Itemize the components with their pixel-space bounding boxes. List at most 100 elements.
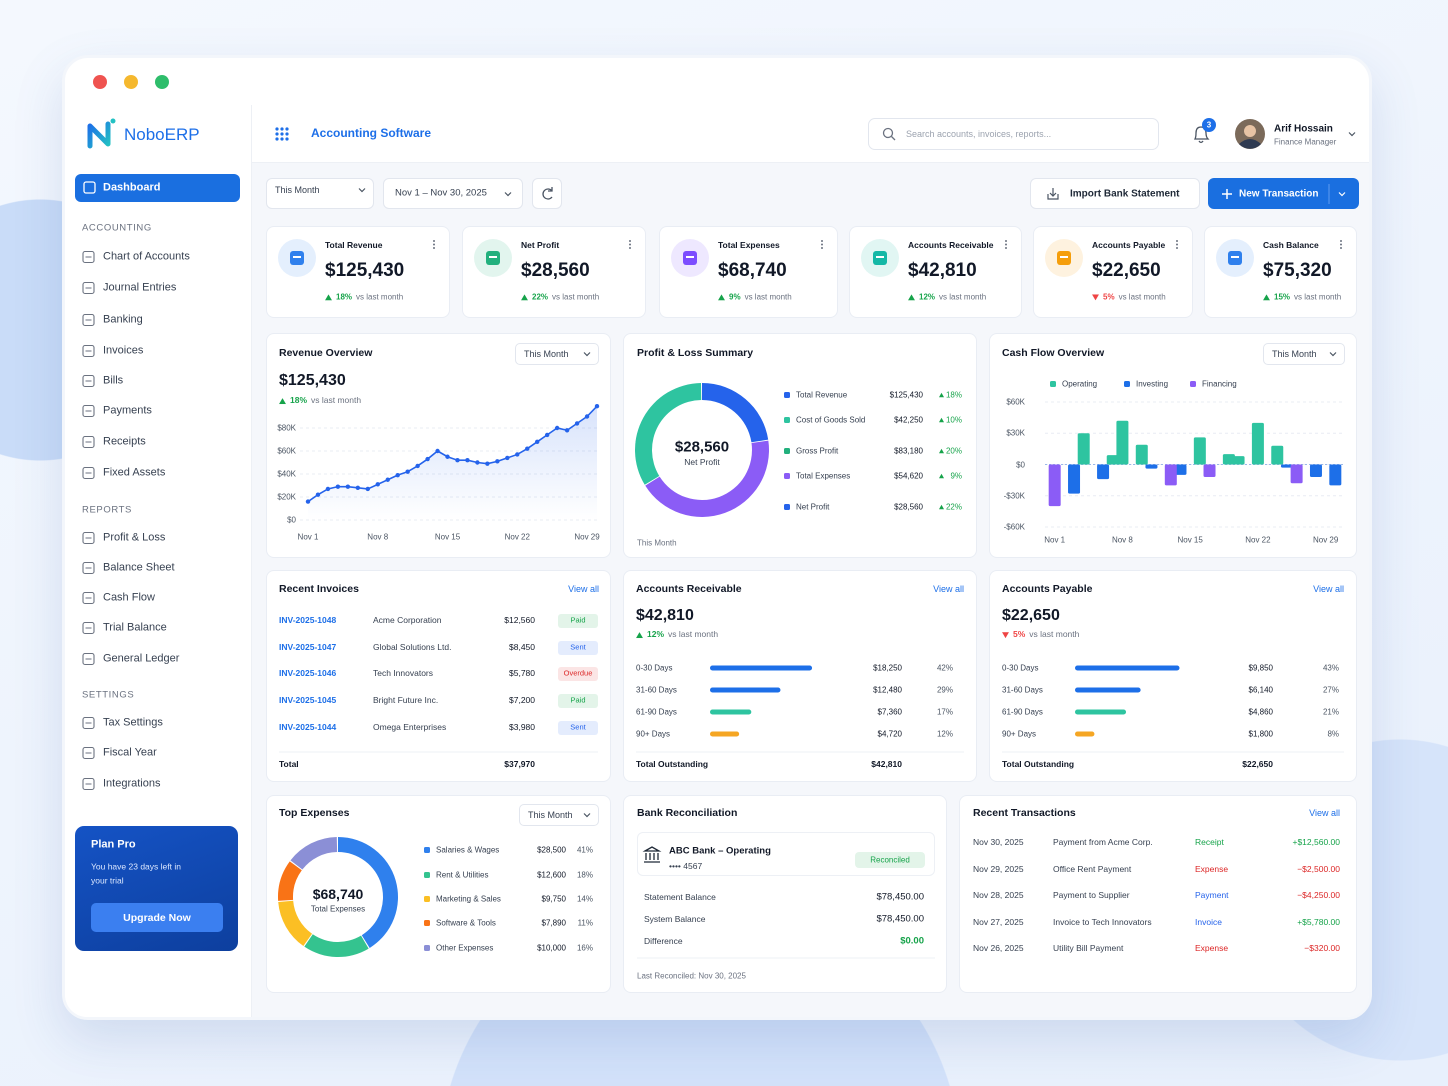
arrow (1263, 294, 1270, 300)
text[interactable]: INV-2025-1048 (279, 615, 337, 626)
text[interactable]: Dashboard (103, 181, 161, 194)
text[interactable]: Upgrade Now (123, 911, 191, 924)
text[interactable]: INV-2025-1044 (279, 722, 337, 733)
search[interactable] (868, 118, 1159, 150)
text[interactable]: INV-2025-1046 (279, 668, 337, 679)
link[interactable]: View all (1309, 807, 1340, 818)
text: 31-60 Days (1002, 685, 1043, 695)
nav-item[interactable]: Balance Sheet (103, 561, 175, 574)
nav-item[interactable]: Cash Flow (103, 591, 155, 604)
nav-item[interactable]: Banking (103, 313, 143, 326)
status-pill (558, 667, 598, 681)
text[interactable]: This Month (528, 809, 573, 820)
select-h[interactable] (266, 178, 374, 209)
nav-item[interactable]: General Ledger (103, 652, 180, 665)
arrow (908, 294, 915, 300)
change: 20% (945, 446, 962, 456)
text: $68,740 (312, 885, 364, 902)
text: Search accounts, invoices, reports... (906, 128, 1052, 139)
upgrade-button[interactable] (91, 903, 223, 932)
nav-item[interactable]: Integrations (103, 777, 161, 790)
legend-label: Rent & Utilities (436, 870, 489, 880)
text: 29% (936, 685, 953, 695)
text[interactable]: Import Bank Statement (1070, 188, 1180, 200)
y-tick-label: $30K (1006, 428, 1025, 438)
text: Payment (1195, 890, 1229, 901)
trend-arrow (718, 294, 725, 300)
value-label: $9,750 (541, 894, 566, 904)
y-tick-label: $20K (277, 492, 296, 502)
text[interactable]: Nov 1 – Nov 30, 2025 (395, 187, 487, 199)
text: +$5,780.00 (1297, 917, 1340, 928)
text: $4,720 (877, 729, 902, 739)
text: ACCOUNTING (82, 222, 152, 234)
text: 12% (936, 729, 953, 739)
text: Nov 27, 2025 (973, 917, 1024, 928)
nav-item[interactable]: Fiscal Year (103, 746, 157, 759)
value-label: $125,430 (889, 390, 923, 400)
nav-item[interactable]: Trial Balance (103, 621, 167, 634)
topbar (252, 105, 1369, 163)
nav-item[interactable]: Profit & Loss (103, 531, 166, 544)
new-button[interactable] (1208, 178, 1359, 209)
link[interactable]: View all (933, 583, 964, 594)
panel-title: Recent Invoices (279, 582, 359, 595)
card (462, 226, 646, 318)
y-tick-label: $80K (277, 423, 296, 433)
text: Net Profit (521, 240, 560, 251)
text[interactable]: This Month (524, 348, 569, 359)
select[interactable] (1263, 343, 1345, 365)
text: $22,650 (1002, 606, 1060, 624)
select[interactable] (519, 804, 599, 826)
text[interactable]: This Month (275, 184, 320, 195)
select-h[interactable] (383, 178, 523, 209)
text: 31-60 Days (636, 685, 677, 695)
text: Expense (1195, 943, 1229, 954)
nav-item[interactable]: Fixed Assets (103, 466, 166, 479)
refresh[interactable] (532, 178, 562, 209)
text: 90+ Days (636, 729, 671, 739)
link[interactable]: View all (568, 583, 599, 594)
y-tick-label: -$60K (1003, 522, 1025, 532)
arrow (521, 294, 528, 300)
arrow (1092, 294, 1099, 300)
text: vs last month (939, 292, 987, 302)
text: vs last month (744, 292, 792, 302)
text: $0.00 (900, 935, 924, 947)
text: You have 23 days left in your trial (91, 861, 181, 885)
nav-item[interactable]: Invoices (103, 344, 144, 357)
nav-item[interactable]: Payments (103, 404, 152, 417)
text: $22,650 (1242, 759, 1273, 770)
panel-title: Recent Transactions (973, 806, 1076, 819)
text: Cash Balance (1263, 240, 1319, 251)
text: Last Reconciled: Nov 30, 2025 (637, 971, 746, 981)
text: vs last month (1118, 292, 1166, 302)
change: 18% vs last month (325, 292, 403, 301)
change: 22% (945, 502, 962, 512)
nav-item[interactable]: Bills (103, 374, 124, 387)
change: 18% (945, 390, 962, 400)
select[interactable] (515, 343, 599, 365)
nav-item[interactable]: Chart of Accounts (103, 250, 190, 263)
link[interactable]: View all (1313, 583, 1344, 594)
nav-item[interactable]: Journal Entries (103, 281, 177, 294)
text: 9% (729, 292, 741, 302)
text[interactable]: INV-2025-1047 (279, 642, 337, 653)
trend-arrow (636, 631, 643, 638)
text[interactable]: This Month (1272, 348, 1317, 359)
text: $6,140 (1248, 685, 1273, 695)
legend-label: Gross Profit (796, 446, 839, 456)
value-label: $7,890 (541, 918, 566, 928)
nav-item[interactable]: Receipts (103, 435, 146, 448)
value-label: $28,500 (537, 845, 566, 855)
nav-active[interactable] (75, 174, 240, 202)
text: $42,810 (908, 260, 977, 282)
trend-arrow (1092, 294, 1099, 300)
bank-box (637, 832, 935, 876)
text: Total Revenue (325, 240, 383, 251)
text: −$4,250.00 (1297, 890, 1340, 901)
x-tick-label: Nov 22 (1245, 535, 1271, 545)
text[interactable]: INV-2025-1045 (279, 695, 337, 706)
text[interactable]: New Transaction (1239, 188, 1319, 200)
nav-item[interactable]: Tax Settings (103, 716, 163, 729)
